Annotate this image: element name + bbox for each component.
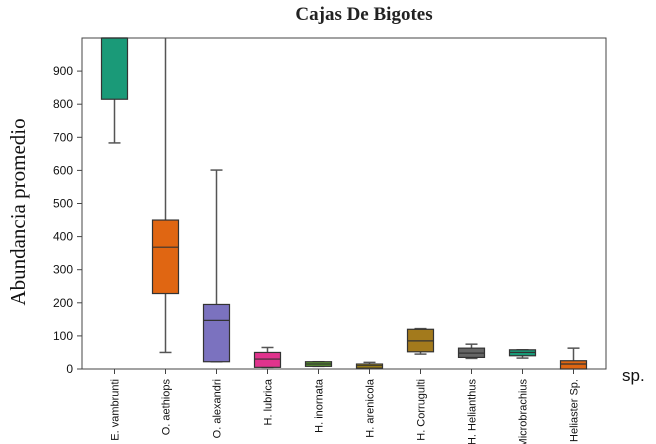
- box-9: [508, 349, 537, 359]
- iqr-box: [253, 351, 282, 368]
- x-tick-label: O. alexandri: [212, 379, 224, 438]
- box-6: [355, 361, 384, 369]
- x-tick-label: H. Corrugulti: [416, 379, 428, 441]
- y-tick-label: 800: [53, 97, 73, 111]
- y-tick-label: 100: [53, 329, 73, 343]
- iqr-box: [202, 303, 231, 363]
- x-tick-label: H. Helianthus: [467, 379, 479, 444]
- iqr-box: [100, 37, 129, 100]
- chart-title: Cajas De Bigotes: [295, 4, 432, 25]
- x-tick-label: H. arenicola: [365, 378, 377, 438]
- box-8: [457, 343, 486, 360]
- y-tick-label: 600: [53, 163, 73, 177]
- x-axis-label: sp.: [622, 366, 645, 385]
- y-tick-label: 900: [53, 64, 73, 78]
- x-tick-label: E. vambrunti: [110, 379, 122, 441]
- box-7: [406, 327, 435, 355]
- x-axis: E. vambrunti O. aethiops O. alexandri H. lu…: [110, 369, 581, 444]
- x-tick-label: Heliaster Sp.: [569, 379, 581, 442]
- y-tick-label: 700: [53, 130, 73, 144]
- plot-frame: [81, 37, 607, 370]
- iqr-box: [151, 219, 180, 295]
- box-1: [100, 37, 129, 144]
- box-10: [559, 347, 588, 370]
- y-axis: 0 100 200 300 400 500 600 700 800 900: [53, 64, 82, 376]
- x-tick-label: H. lubrica: [263, 378, 275, 425]
- y-tick-label: 500: [53, 197, 73, 211]
- box-3: [202, 169, 231, 363]
- y-axis-label: Abundancia promedio: [6, 118, 30, 305]
- iqr-box: [559, 360, 588, 370]
- box-2: [151, 38, 180, 354]
- y-tick-label: 0: [66, 362, 73, 376]
- y-tick-label: 300: [53, 263, 73, 277]
- box-5: [304, 360, 333, 368]
- y-tick-label: 200: [53, 296, 73, 310]
- x-tick-label: Microbrachius: [518, 379, 530, 444]
- y-tick-label: 400: [53, 230, 73, 244]
- box-4: [253, 346, 282, 369]
- x-tick-label: O. aethiops: [161, 379, 173, 436]
- box-series: [100, 37, 588, 370]
- x-tick-label: H. inornata: [314, 378, 326, 433]
